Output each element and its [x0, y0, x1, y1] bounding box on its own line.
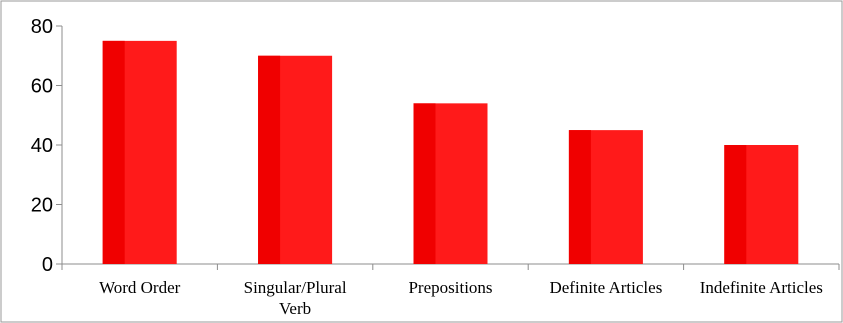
bar	[724, 145, 799, 264]
x-tick-label-line: Singular/Plural	[244, 278, 347, 297]
x-tick-label: Word Order	[99, 278, 181, 297]
x-tick-label: Prepositions	[408, 278, 492, 297]
bar-shade	[568, 130, 591, 264]
bar	[413, 103, 488, 264]
y-tick-label: 40	[31, 135, 53, 157]
x-axis-labels: Word Order Singular/Plural Verb Preposition…	[99, 278, 823, 318]
x-axis-tick-marks	[61, 264, 840, 270]
x-tick-label: Singular/Plural Verb	[244, 278, 347, 318]
x-tick-label-line: Indefinite Articles	[700, 278, 823, 297]
bar	[568, 130, 643, 264]
bar-shade	[724, 145, 747, 264]
bar-shade	[102, 40, 125, 264]
bar	[102, 40, 177, 264]
y-tick-label: 60	[31, 76, 53, 98]
x-tick-label-line: Definite Articles	[549, 278, 662, 297]
bar-shade	[413, 103, 436, 264]
x-tick-label-line: Verb	[279, 299, 311, 318]
bar-series	[102, 40, 799, 264]
y-tick-label: 0	[42, 254, 53, 276]
y-axis-ticks: 0 20 40 60 80	[31, 16, 62, 276]
x-tick-label-line: Prepositions	[408, 278, 492, 297]
y-tick-label: 80	[31, 16, 53, 38]
y-tick-label: 20	[31, 195, 53, 217]
x-tick-label: Indefinite Articles	[700, 278, 823, 297]
x-tick-label-line: Word Order	[99, 278, 181, 297]
x-tick-label: Definite Articles	[549, 278, 662, 297]
bar-shade	[258, 55, 281, 264]
bar	[258, 55, 333, 264]
